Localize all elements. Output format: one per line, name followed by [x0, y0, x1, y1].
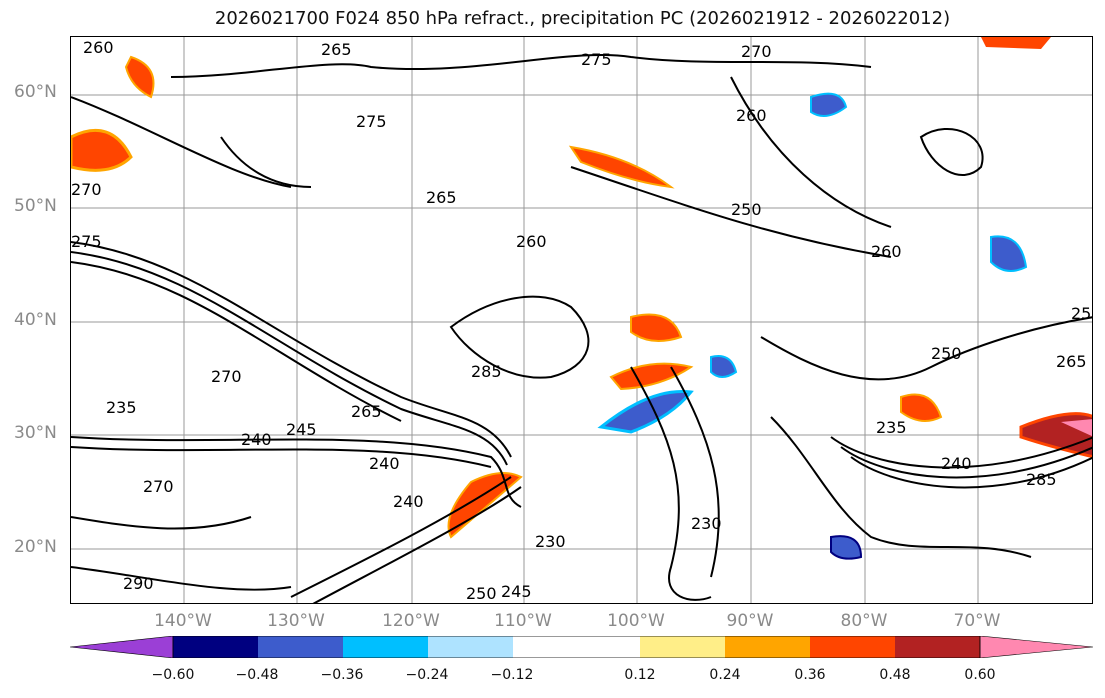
lat-label: 50°N [14, 196, 57, 216]
colorbar-tick: 0.24 [709, 667, 741, 683]
map-canvas: 260 265 275 270 260 275 265 250 260 285 … [71, 37, 1093, 603]
contour-label: 270 [211, 367, 242, 386]
lon-label: 110°W [494, 611, 552, 631]
map-panel: 260 265 275 270 260 275 265 250 260 285 … [70, 36, 1093, 604]
contour-label: 240 [369, 454, 400, 473]
contour-label: 250 [466, 584, 497, 603]
contour-label: 275 [581, 50, 612, 69]
contour-label: 265 [426, 188, 457, 207]
map-title: 2026021700 F024 850 hPa refract., precip… [214, 8, 951, 29]
contour-label: 285 [1026, 470, 1057, 489]
contour-label: 240 [393, 492, 424, 511]
contour-labels: 260 265 275 270 260 275 265 250 260 285 … [71, 38, 1093, 603]
contour-label: 230 [691, 514, 722, 533]
colorbar-segment [428, 636, 513, 658]
colorbar-segment [173, 636, 258, 658]
lat-label: 20°N [14, 537, 57, 557]
lat-label: 60°N [14, 82, 57, 102]
colorbar-segment [513, 636, 640, 658]
contour-label: 240 [941, 454, 972, 473]
colorbar-segment [640, 636, 725, 658]
contour-label: 260 [83, 38, 114, 57]
colorbar-tick: −0.60 [151, 667, 195, 683]
contour-label: 265 [321, 40, 352, 59]
contour-label: 255 [1071, 304, 1093, 323]
contour-label: 260 [871, 242, 902, 261]
colorbar-segment [810, 636, 895, 658]
colorbar-tick: 0.48 [879, 667, 911, 683]
lon-label: 100°W [607, 611, 665, 631]
lon-label: 130°W [267, 611, 325, 631]
colorbar-tick: −0.24 [405, 667, 449, 683]
contour-label: 275 [71, 232, 102, 251]
lon-label: 80°W [840, 611, 888, 631]
colorbar-tick: −0.12 [490, 667, 534, 683]
lon-label: 140°W [154, 611, 212, 631]
colorbar-tick: 0.36 [794, 667, 826, 683]
contour-label: 275 [356, 112, 387, 131]
contour-label: 265 [351, 402, 382, 421]
lat-label: 40°N [14, 310, 57, 330]
colorbar-segment [69, 635, 174, 659]
refractivity-contours [71, 54, 1092, 603]
colorbar-svg [69, 635, 1094, 659]
graticule [71, 37, 1092, 603]
contour-label: 235 [106, 398, 137, 417]
lon-label: 90°W [726, 611, 774, 631]
contour-label: 260 [516, 232, 547, 251]
colorbar-tick: 0.60 [964, 667, 996, 683]
contour-label: 270 [741, 42, 772, 61]
lat-label: 30°N [14, 423, 57, 443]
colorbar-tick: −0.48 [235, 667, 279, 683]
contour-label: 265 [1056, 352, 1087, 371]
contour-label: 235 [876, 418, 907, 437]
contour-label: 250 [731, 200, 762, 219]
contour-label: 245 [501, 582, 532, 601]
colorbar-segment [725, 636, 810, 658]
contour-label: 240 [241, 430, 272, 449]
contour-label: 250 [931, 344, 962, 363]
contour-label: 245 [286, 420, 317, 439]
lon-label: 120°W [382, 611, 440, 631]
colorbar-segment [979, 635, 1094, 659]
contour-label: 290 [123, 574, 154, 593]
lon-label: 70°W [953, 611, 1001, 631]
colorbar-segment [895, 636, 980, 658]
contour-label: 270 [71, 180, 102, 199]
colorbar-segment [343, 636, 428, 658]
precipitation-fills [71, 37, 1092, 560]
colorbar-tick: 0.12 [624, 667, 656, 683]
contour-label: 260 [736, 106, 767, 125]
contour-label: 230 [535, 532, 566, 551]
colorbar [69, 635, 1094, 659]
colorbar-tick: −0.36 [320, 667, 364, 683]
colorbar-segment [258, 636, 343, 658]
contour-label: 270 [143, 477, 174, 496]
contour-label: 285 [471, 362, 502, 381]
